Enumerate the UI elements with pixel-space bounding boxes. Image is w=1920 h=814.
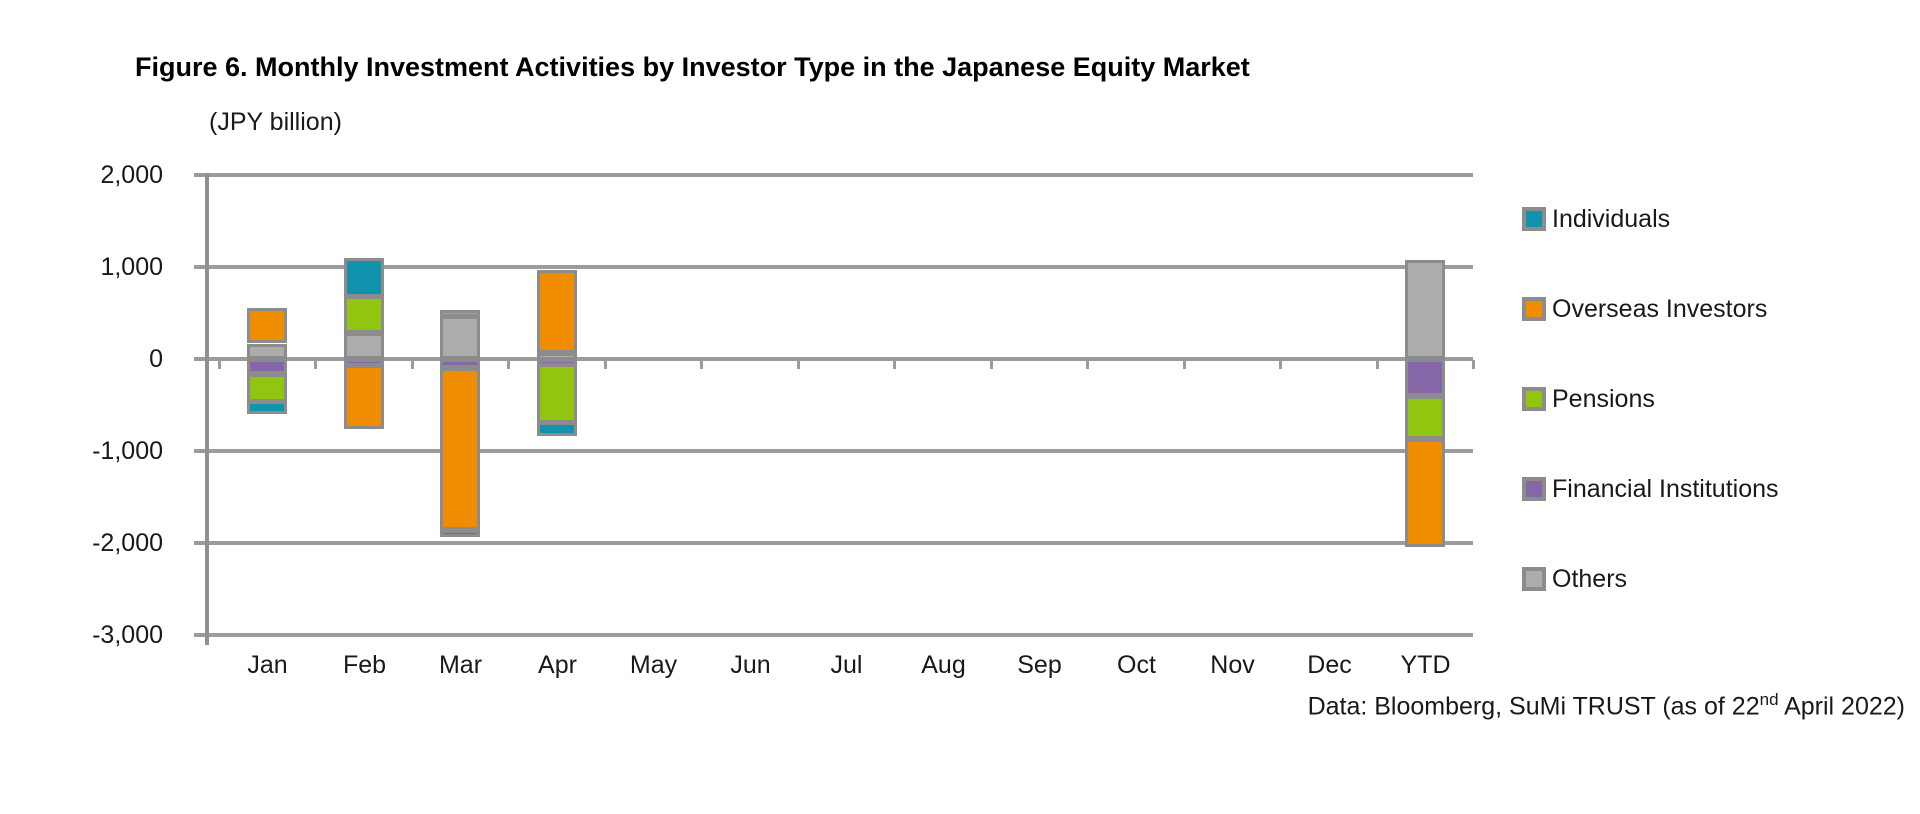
category-axis-tick [1376, 360, 1379, 369]
legend-label-others: Others [1552, 564, 1628, 593]
bar-segment-others [1405, 260, 1445, 359]
legend-swatch-others-icon [1522, 567, 1546, 591]
bar-segment-pensions [247, 374, 287, 402]
y-axis-tick-label: -1,000 [92, 437, 163, 465]
legend-swatch-individuals-icon [1522, 207, 1546, 231]
legend-swatch-overseas-investors-icon [1522, 297, 1546, 321]
category-axis-tick [604, 360, 607, 369]
y-axis-line [205, 173, 209, 645]
x-axis-label-may: May [629, 651, 678, 679]
source-note-prefix: Data: Bloomberg, SuMi TRUST (as of 22 [1307, 692, 1760, 721]
x-axis-label-aug: Aug [921, 651, 966, 679]
source-note-suffix: April 2022) [1778, 692, 1905, 721]
bar-segment-overseas-investors [1405, 439, 1445, 547]
legend-label-individuals: Individuals [1552, 204, 1671, 233]
x-axis-label-nov: Nov [1210, 651, 1255, 679]
legend-label-financial-institutions: Financial Institutions [1552, 474, 1779, 503]
x-axis-label-oct: Oct [1117, 651, 1156, 679]
category-axis-tick [218, 360, 221, 369]
bar-segment-individuals [247, 401, 287, 414]
bar-segment-overseas-investors [440, 368, 480, 530]
category-axis-tick [411, 360, 414, 369]
bar-segment-financial-institutions [344, 359, 384, 366]
y-axis-unit-label: (JPY billion) [209, 108, 342, 136]
x-axis-label-feb: Feb [342, 651, 387, 679]
bar-segment-pensions [344, 296, 384, 333]
bar-segment-pensions [440, 310, 480, 317]
legend-item-financial-institutions: Financial Institutions [1522, 473, 1779, 505]
category-axis-tick [1086, 360, 1089, 369]
category-axis-tick [893, 360, 896, 369]
bar-segment-overseas-investors [537, 270, 577, 353]
legend-item-overseas-investors: Overseas Investors [1522, 293, 1767, 325]
category-axis-tick [797, 360, 800, 369]
category-axis-tick [314, 360, 317, 369]
x-axis-label-dec: Dec [1307, 651, 1352, 679]
bar-segment-overseas-investors [247, 308, 287, 343]
bar-segment-others [247, 344, 287, 359]
legend-swatch-pensions-icon [1522, 387, 1546, 411]
bar-segment-overseas-investors [344, 365, 384, 429]
legend-swatch-financial-institutions-icon [1522, 477, 1546, 501]
bar-segment-pensions [1405, 396, 1445, 439]
x-axis-label-jan: Jan [247, 651, 288, 679]
legend-item-pensions: Pensions [1522, 383, 1655, 415]
x-axis-label-sep: Sep [1017, 651, 1062, 679]
category-axis-tick [990, 360, 993, 369]
gridline--1000 [194, 449, 1473, 453]
category-axis-tick [1279, 360, 1282, 369]
bar-segment-others [537, 353, 577, 360]
category-axis-tick [507, 360, 510, 369]
x-axis-label-jun: Jun [730, 651, 771, 679]
bar-segment-financial-institutions [247, 359, 287, 374]
gridline-1000 [194, 265, 1473, 269]
y-axis-tick-label: 2,000 [100, 161, 163, 189]
bar-segment-others [344, 333, 384, 359]
legend-item-others: Others [1522, 563, 1627, 595]
gridline-2000 [194, 173, 1473, 177]
y-axis-tick-label: 0 [149, 345, 163, 373]
bar-segment-others [440, 316, 480, 359]
legend-label-overseas-investors: Overseas Investors [1552, 294, 1768, 323]
legend-item-individuals: Individuals [1522, 203, 1670, 235]
source-note: Data: Bloomberg, SuMi TRUST (as of 22nd … [1308, 690, 1905, 721]
category-axis-tick [1472, 360, 1475, 369]
y-axis-tick-label: 1,000 [100, 253, 163, 281]
x-axis-label-apr: Apr [538, 651, 577, 679]
legend-label-pensions: Pensions [1552, 384, 1655, 413]
bar-segment-pensions [537, 364, 577, 423]
x-axis-label-mar: Mar [438, 651, 483, 679]
bar-segment-financial-institutions [1405, 359, 1445, 396]
bar-segment-financial-institutions [440, 359, 480, 368]
x-axis-label-jul: Jul [830, 651, 863, 679]
source-note-superscript: nd [1759, 690, 1779, 709]
gridline-0 [194, 357, 1473, 361]
category-axis-tick [700, 360, 703, 369]
bar-segment-individuals [537, 422, 577, 436]
category-axis-tick [1183, 360, 1186, 369]
gridline--3000 [194, 633, 1473, 637]
y-axis-tick-label: -3,000 [92, 621, 163, 649]
y-axis-tick-label: -2,000 [92, 529, 163, 557]
x-axis-label-ytd: YTD [1400, 651, 1451, 679]
figure-title: Figure 6. Monthly Investment Activities … [135, 52, 1250, 82]
bar-segment-individuals [344, 258, 384, 297]
bar-segment-individuals [440, 530, 480, 537]
gridline--2000 [194, 541, 1473, 545]
